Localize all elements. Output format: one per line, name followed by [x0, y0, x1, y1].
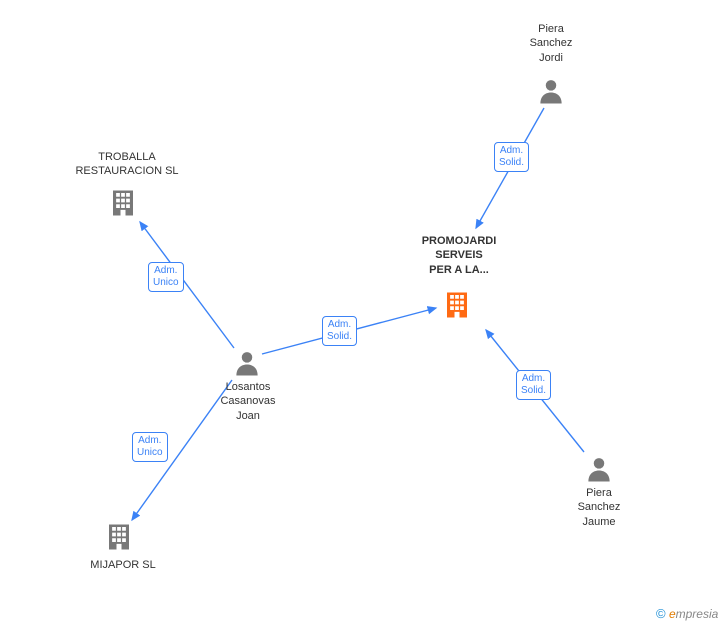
edge-label: Adm. Unico [148, 262, 184, 292]
node-label-troballa: TROBALLA RESTAURACION SL [62, 150, 192, 179]
edge-label: Adm. Solid. [322, 316, 357, 346]
watermark-e: e [669, 607, 676, 621]
building-icon [104, 522, 134, 557]
building-icon [442, 290, 472, 325]
person-icon [584, 454, 614, 489]
node-label-piera_jordi: Piera Sanchez Jordi [506, 22, 596, 65]
building-icon [108, 188, 138, 223]
person-icon [536, 76, 566, 111]
watermark: © empresia [656, 606, 718, 621]
node-label-promojardi: PROMOJARDI SERVEIS PER A LA... [404, 234, 514, 277]
edge-label: Adm. Solid. [516, 370, 551, 400]
node-label-piera_jaume: Piera Sanchez Jaume [554, 486, 644, 529]
edge-label: Adm. Solid. [494, 142, 529, 172]
copyright-symbol: © [656, 606, 666, 621]
person-icon [232, 348, 262, 383]
node-label-losantos: Losantos Casanovas Joan [198, 380, 298, 423]
watermark-rest: mpresia [676, 607, 719, 621]
node-label-mijapor: MIJAPOR SL [78, 558, 168, 572]
edge-label: Adm. Unico [132, 432, 168, 462]
